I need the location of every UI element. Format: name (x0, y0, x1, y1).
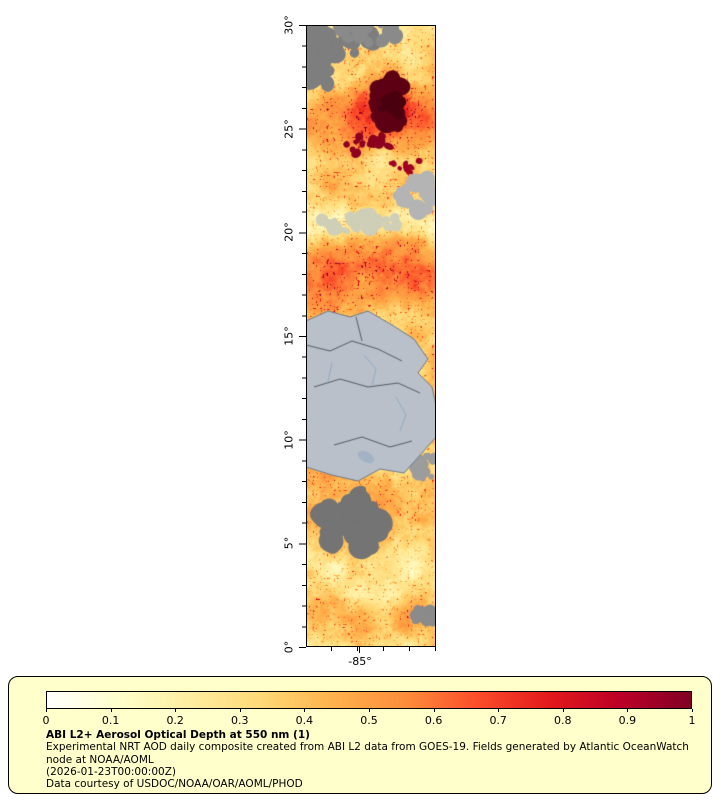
latitude-tick-label: 0° (282, 640, 296, 654)
colorbar-tick-label: 0.8 (554, 714, 572, 727)
colorbar-tick (175, 709, 177, 712)
colorbar-tick-label: 0.1 (101, 714, 120, 727)
legend-title: ABI L2+ Aerosol Optical Depth at 550 nm … (46, 729, 310, 741)
latitude-tick-label: 5° (282, 537, 296, 550)
colorbar-tick (110, 709, 112, 712)
colorbar-tick-label: 0.4 (295, 714, 314, 727)
colorbar-tick-label: 0.9 (618, 714, 637, 727)
colorbar-tick-label: 1 (688, 714, 696, 727)
latitude-tick-label: 10° (282, 429, 296, 450)
colorbar-tick (433, 709, 435, 712)
colorbar-tick (239, 709, 241, 712)
latitude-tick-label: 15° (282, 326, 296, 346)
colorbar: 0 0.1 0.2 0.3 0.4 0.5 0.6 0.7 0.8 0.9 1 (43, 691, 696, 727)
colorbar-tick-label: 0 (42, 714, 50, 727)
aod-map-canvas (306, 25, 436, 647)
colorbar-tick-label: 0.6 (424, 714, 443, 727)
colorbar-tick-label: 0.2 (166, 714, 184, 727)
legend-description: Experimental NRT AOD daily composite cre… (46, 741, 689, 766)
colorbar-tick (369, 709, 370, 712)
colorbar-tick (498, 709, 500, 712)
legend-text-block: ABI L2+ Aerosol Optical Depth at 550 nm … (46, 729, 706, 790)
legend-panel: 0 0.1 0.2 0.3 0.4 0.5 0.6 0.7 0.8 0.9 1 ABI L2+ Ae… (8, 676, 712, 794)
colorbar-tick-label: 0.5 (360, 714, 378, 727)
colorbar-tick-label: 0.7 (489, 714, 507, 727)
legend-credit: Data courtesy of USDOC/NOAA/OAR/AOML/PHO… (46, 778, 303, 791)
colorbar-gradient (46, 691, 692, 709)
latitude-major-ticks (299, 25, 306, 648)
colorbar-tick-label: 0.3 (231, 714, 249, 727)
longitude-major-tick (359, 647, 360, 653)
colorbar-tick (304, 709, 306, 712)
latitude-tick-label: 25° (282, 118, 296, 139)
colorbar-tick (562, 709, 564, 712)
latitude-tick-label: 20° (282, 222, 296, 243)
colorbar-tick (627, 709, 629, 712)
colorbar-tick (46, 709, 47, 712)
colorbar-tick (692, 709, 693, 712)
aod-map-figure: 30° 25° 20° 15° 10° 5° 0° -85° (283, 15, 436, 668)
longitude-tick-label: -85° (348, 655, 372, 668)
latitude-tick-label: 30° (282, 15, 296, 35)
legend-timestamp: (2026-01-23T00:00:00Z) (46, 765, 176, 778)
longitude-minor-ticks (306, 647, 436, 651)
